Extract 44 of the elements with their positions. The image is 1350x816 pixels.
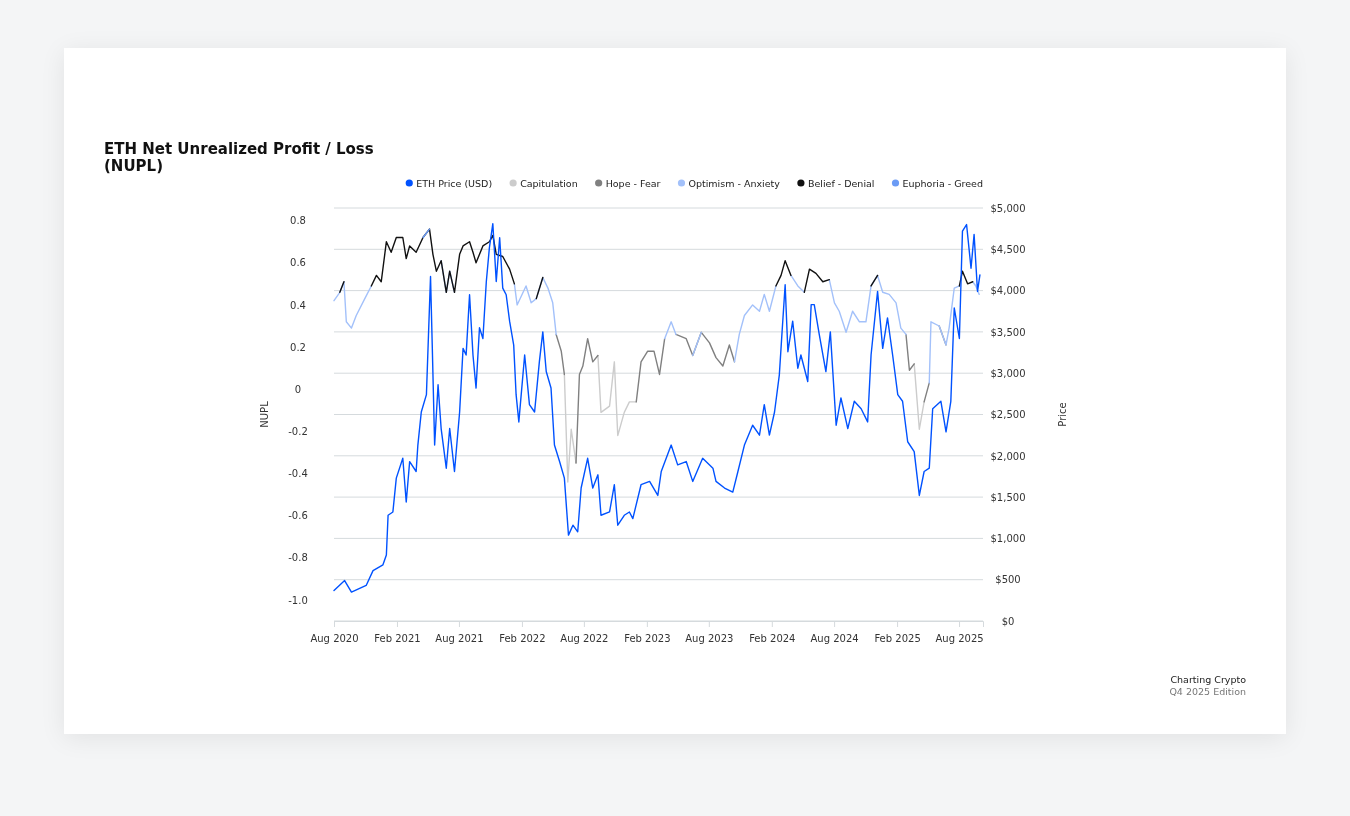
x-tick-label: Feb 2023 (624, 633, 671, 645)
y2-tick-label: $2,000 (990, 450, 1026, 462)
legend-label: Belief - Denial (807, 177, 875, 189)
y-tick-label: 0.6 (290, 257, 306, 269)
x-tick-label: Aug 2025 (935, 633, 984, 645)
x-tick-label: Aug 2020 (310, 633, 359, 645)
legend-label: Hope - Fear (605, 177, 661, 189)
chart-title: ETH Net Unrealized Profit / Loss (NUPL) (104, 140, 374, 175)
text: Charting Crypto (1170, 674, 1247, 685)
text: Q4 2025 Edition (1169, 686, 1246, 697)
x-tick-label: Feb 2022 (499, 633, 546, 645)
y-tick-label: -0.8 (288, 552, 308, 564)
y2-tick-label: $4,000 (990, 285, 1026, 297)
y-tick-label: 0 (294, 383, 302, 395)
legend-label: Capitulation (520, 177, 578, 189)
y-tick-label: -1.0 (288, 594, 308, 606)
y-tick-label: 0.2 (290, 341, 306, 353)
y2-tick-label: $1,000 (990, 533, 1026, 545)
x-tick-label: Feb 2021 (374, 633, 421, 645)
line-series (333, 222, 981, 593)
y2-tick-label: $500 (995, 574, 1021, 586)
x-tick-label: Feb 2025 (874, 633, 921, 645)
legend-label: Optimism - Anxiety (688, 177, 781, 189)
y2-tick-label: $1,500 (990, 491, 1026, 503)
y2-tick-label: $2,500 (990, 409, 1026, 421)
x-tick-label: Aug 2021 (435, 633, 484, 645)
y-tick-label: -0.2 (288, 426, 308, 438)
y-tick-label: 0.8 (290, 215, 306, 227)
y-tick-label: -0.4 (288, 468, 308, 480)
y-axis-title: NUPL (259, 400, 270, 428)
y-tick-label: 0.4 (290, 299, 306, 311)
y2-tick-label: $3,000 (990, 367, 1026, 379)
y2-axis-title: Price (1057, 402, 1068, 427)
x-tick-label: Aug 2024 (810, 633, 859, 645)
legend-label: ETH Price (USD) (416, 177, 493, 189)
y2-tick-label: $4,500 (990, 244, 1026, 255)
y-tick-label: -0.6 (288, 510, 308, 522)
y2-tick-label: $5,000 (990, 202, 1026, 214)
x-tick-label: Aug 2023 (685, 633, 734, 645)
x-tick-label: Aug 2022 (560, 633, 609, 645)
y2-tick-label: $3,500 (990, 326, 1026, 338)
x-tick-label: Feb 2024 (749, 633, 796, 645)
y2-tick-label: $0 (1001, 615, 1015, 627)
legend-label: Euphoria - Greed (902, 177, 983, 189)
